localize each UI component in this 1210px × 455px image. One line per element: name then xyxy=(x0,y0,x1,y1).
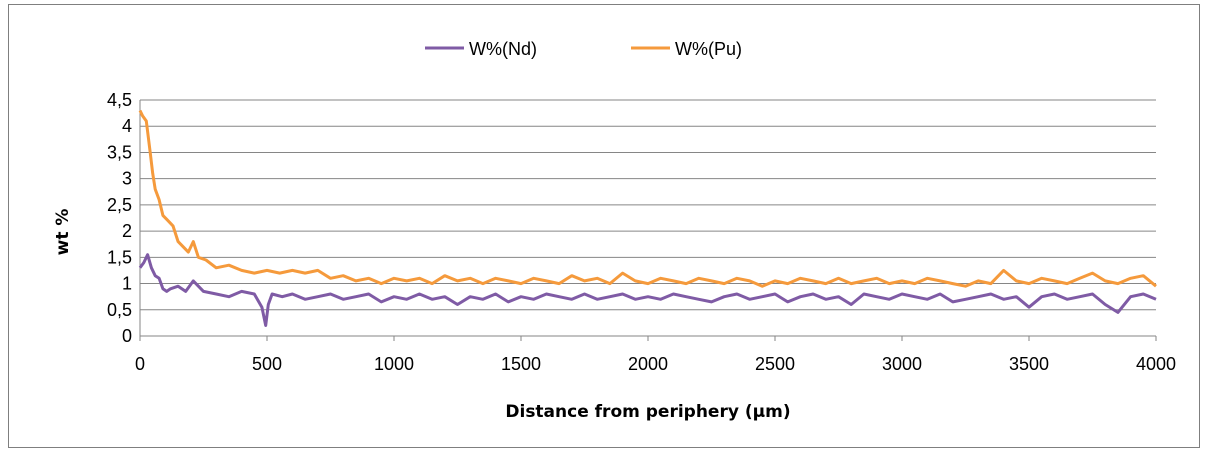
legend: W%(Nd) W%(Pu) xyxy=(425,39,742,59)
x-tick-label: 2000 xyxy=(628,354,668,374)
y-tick-label: 1,5 xyxy=(107,247,132,267)
series-line-nd xyxy=(138,253,1157,327)
gridlines xyxy=(140,99,1156,311)
y-tick-label: 0 xyxy=(122,326,132,346)
series-line-pu xyxy=(138,109,1157,288)
x-tick-label: 3000 xyxy=(882,354,922,374)
y-tick-label: 3 xyxy=(122,169,132,189)
x-tick-label: 500 xyxy=(252,354,282,374)
y-tick-label: 1 xyxy=(122,274,132,294)
y-tick-label: 3,5 xyxy=(107,142,132,162)
y-axis-title: wt % xyxy=(53,209,73,256)
x-tick-label: 0 xyxy=(135,354,145,374)
x-tick-label: 4000 xyxy=(1136,354,1176,374)
y-tick-label: 4 xyxy=(122,116,132,136)
y-tick-label: 2 xyxy=(122,221,132,241)
x-tick-label: 1000 xyxy=(374,354,414,374)
legend-label-nd: W%(Nd) xyxy=(469,39,537,59)
x-axis-title: Distance from periphery (µm) xyxy=(505,402,790,422)
x-tick-label: 2500 xyxy=(755,354,795,374)
axes: 0 0,5 1 1,5 2 2,5 3 3,5 4 4,5 0 500 1000 1500 2000 2500… xyxy=(107,90,1176,374)
x-tick-label: 1500 xyxy=(501,354,541,374)
series-group xyxy=(138,109,1157,327)
y-tick-label: 2,5 xyxy=(107,195,132,215)
y-tick-label: 4,5 xyxy=(107,90,132,110)
y-tick-label: 0,5 xyxy=(107,300,132,320)
chart-area xyxy=(8,4,1200,448)
x-tick-label: 3500 xyxy=(1009,354,1049,374)
legend-label-pu: W%(Pu) xyxy=(675,39,742,59)
